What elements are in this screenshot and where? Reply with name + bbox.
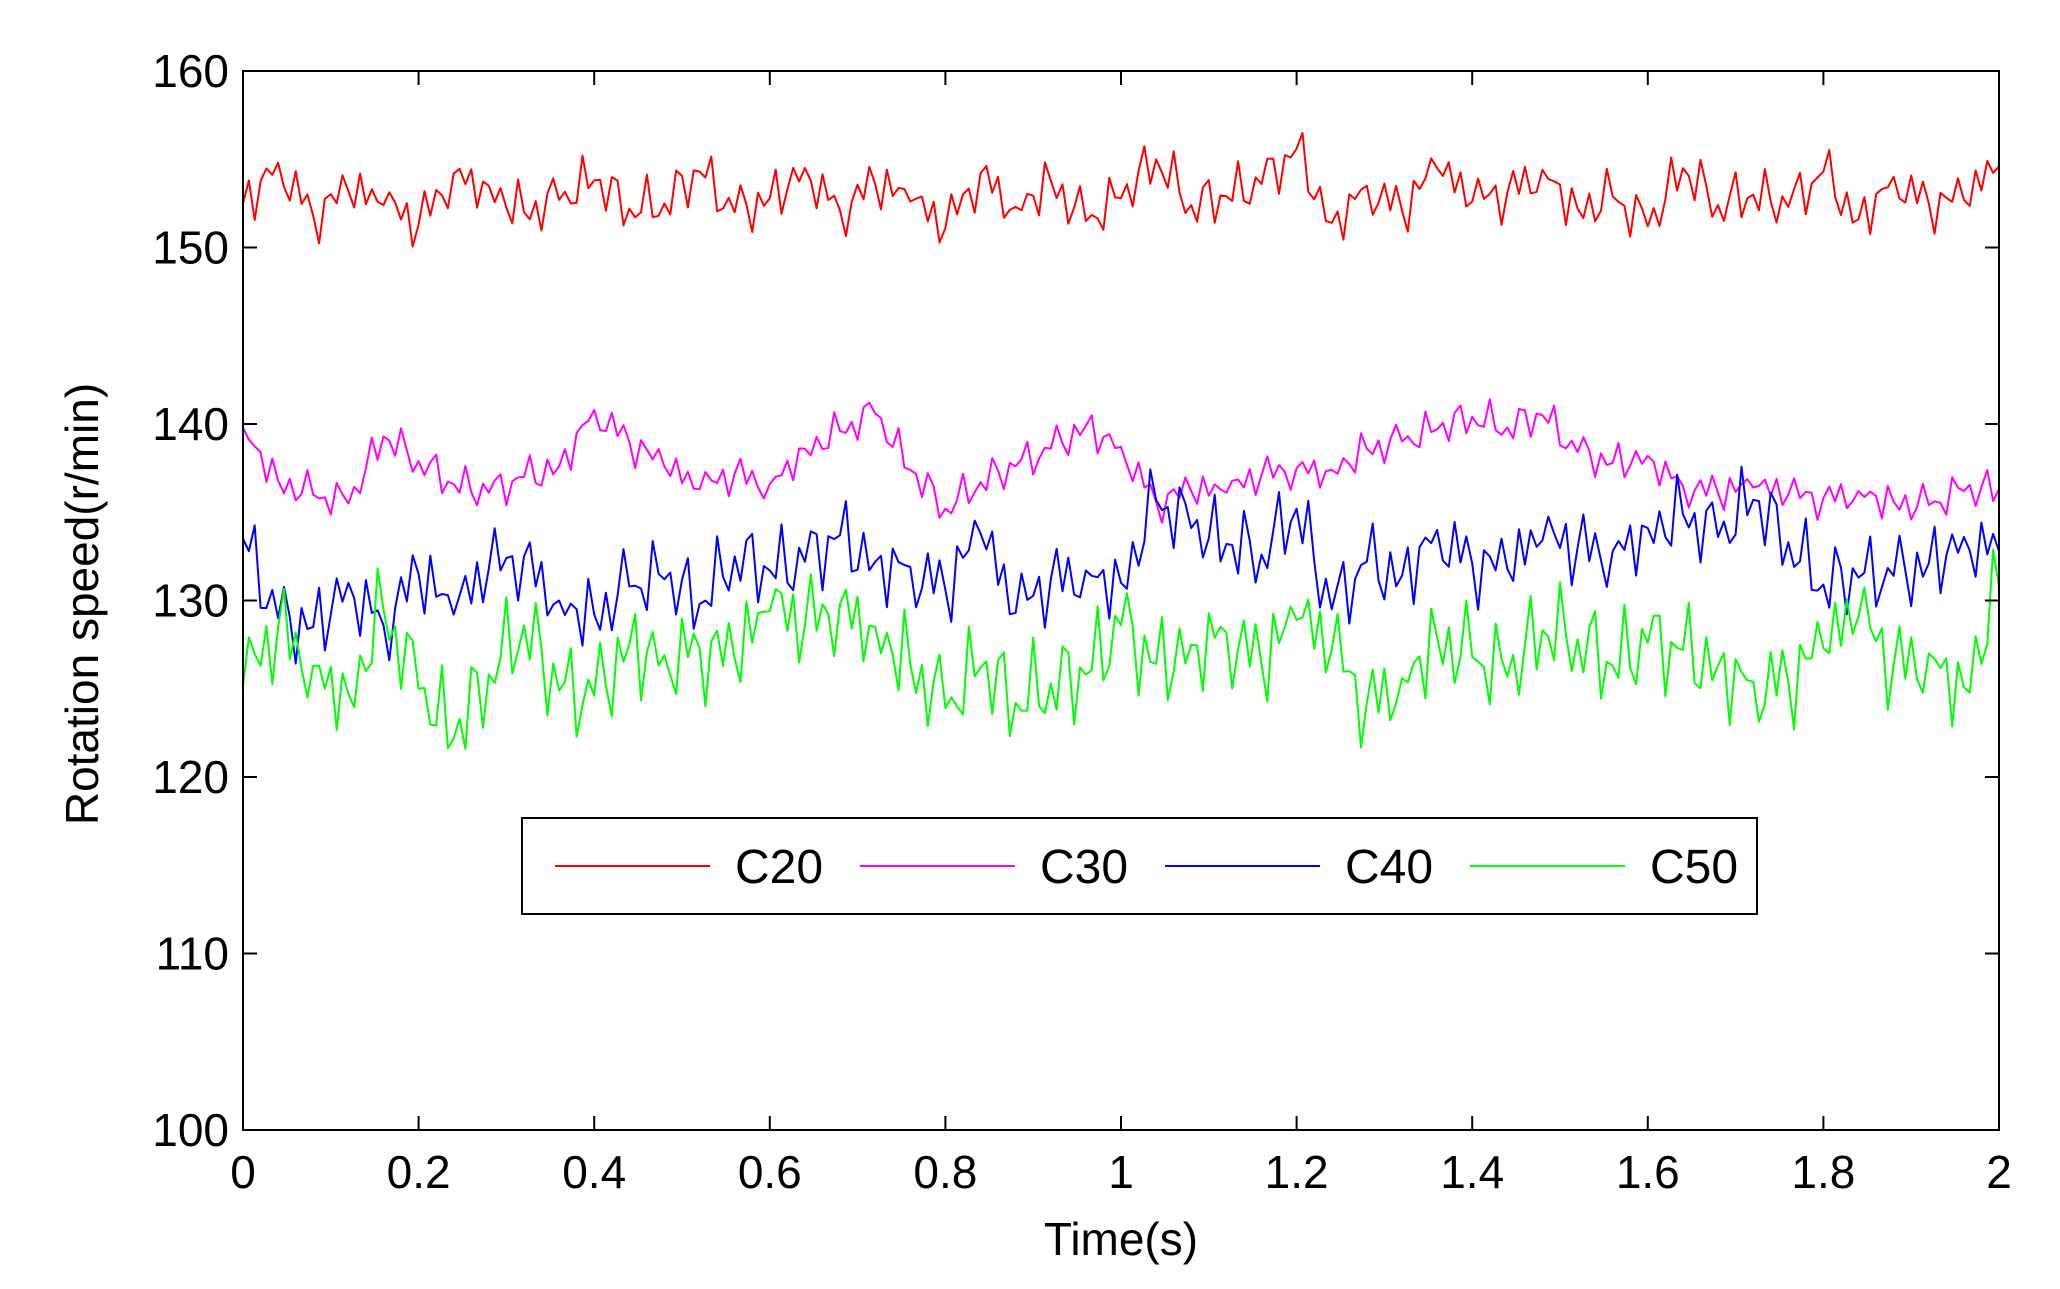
x-tick-label: 0 [230, 1146, 256, 1198]
series-line-c50 [242, 548, 2000, 750]
y-tick-label: 120 [152, 751, 229, 803]
legend: C20 C30 C40 C50 [521, 817, 1758, 915]
y-tick-label: 110 [156, 928, 229, 980]
y-tick-label: 100 [152, 1104, 229, 1156]
x-tick-label: 1.2 [1265, 1146, 1329, 1198]
y-tick-label: 150 [152, 222, 229, 274]
legend-label-c50: C50 [1650, 841, 1738, 894]
x-tick-label: 1.8 [1791, 1146, 1855, 1198]
x-axis: 0 0.2 0.4 0.6 0.8 1 1.2 1.4 1.6 1.8 2 [230, 71, 2012, 1198]
series-line-c30 [242, 398, 2000, 524]
x-tick-label: 1.4 [1440, 1146, 1504, 1198]
x-tick-label: 1.6 [1616, 1146, 1680, 1198]
x-tick-label: 1 [1108, 1146, 1134, 1198]
legend-label-c20: C20 [735, 841, 823, 894]
x-axis-title: Time(s) [1044, 1213, 1198, 1265]
x-tick-label: 0.4 [562, 1146, 626, 1198]
x-tick-label: 0.8 [913, 1146, 977, 1198]
y-axis: 100 110 120 130 140 150 160 [152, 45, 1999, 1156]
y-tick-label: 140 [152, 398, 229, 450]
series-line-c40 [242, 465, 2000, 665]
legend-label-c30: C30 [1040, 841, 1128, 894]
y-axis-title: Rotation speed(r/min) [56, 383, 108, 825]
series-layer [242, 131, 2000, 750]
legend-label-c40: C40 [1345, 841, 1433, 894]
x-tick-label: 2 [1986, 1146, 2012, 1198]
y-tick-label: 130 [152, 575, 229, 627]
y-tick-label: 160 [152, 45, 229, 97]
series-line-c20 [242, 131, 2000, 248]
x-tick-label: 0.6 [738, 1146, 802, 1198]
x-tick-label: 0.2 [387, 1146, 451, 1198]
